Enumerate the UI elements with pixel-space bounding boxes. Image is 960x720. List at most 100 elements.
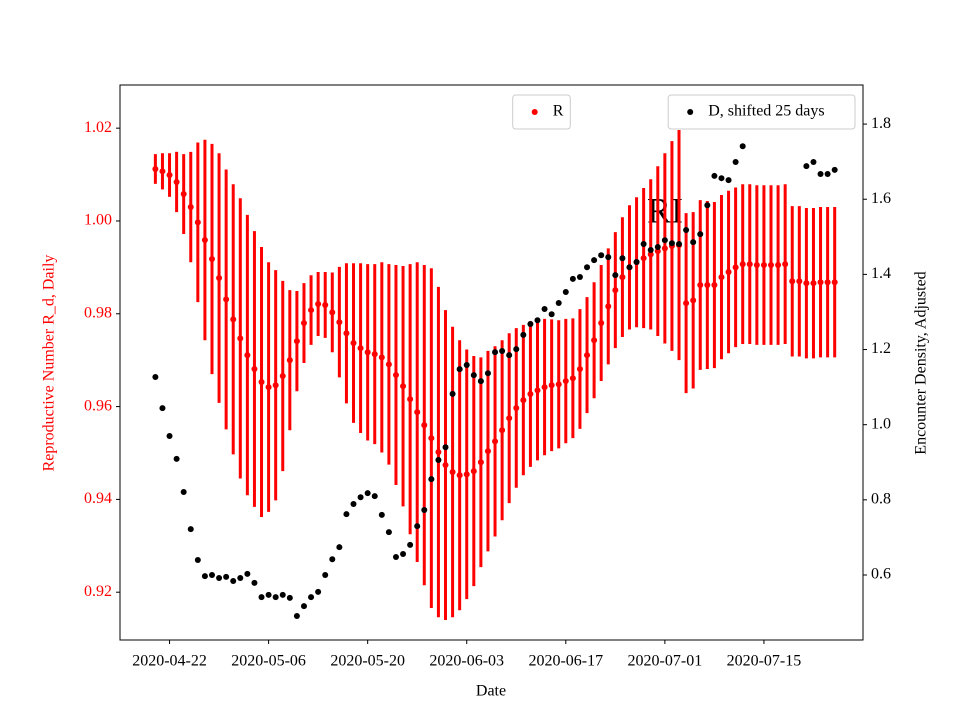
x-axis-label: Date xyxy=(476,683,506,700)
series-0 xyxy=(152,130,838,621)
point xyxy=(810,280,817,287)
point xyxy=(477,378,484,385)
point xyxy=(768,262,775,269)
point xyxy=(541,384,548,391)
point xyxy=(180,488,187,495)
point xyxy=(718,175,725,182)
point xyxy=(697,282,704,289)
point xyxy=(683,300,690,307)
point xyxy=(584,264,591,271)
point xyxy=(308,594,315,601)
point xyxy=(456,472,463,479)
point xyxy=(782,261,789,268)
point xyxy=(484,370,491,377)
point xyxy=(591,337,598,344)
point xyxy=(279,372,286,379)
point xyxy=(470,468,477,475)
point xyxy=(470,372,477,379)
point xyxy=(357,494,364,501)
point xyxy=(647,246,654,253)
point xyxy=(201,573,208,580)
point xyxy=(548,311,555,318)
point xyxy=(371,493,378,500)
point xyxy=(322,301,329,308)
point xyxy=(753,262,760,269)
point xyxy=(421,506,428,513)
y2-tick-label: 0.8 xyxy=(871,491,891,508)
point xyxy=(704,282,711,289)
point xyxy=(414,409,421,416)
point xyxy=(315,301,322,308)
point xyxy=(661,245,668,252)
point xyxy=(534,387,541,394)
point xyxy=(506,352,513,359)
point xyxy=(251,365,258,372)
y2-tick-label: 0.6 xyxy=(871,566,891,583)
point xyxy=(300,603,307,610)
point xyxy=(569,275,576,282)
point xyxy=(513,346,520,353)
point xyxy=(690,297,697,304)
x-tick-label: 2020-06-03 xyxy=(429,653,504,670)
point xyxy=(152,165,159,172)
point xyxy=(697,231,704,238)
point xyxy=(173,455,180,462)
point xyxy=(619,255,626,262)
point xyxy=(718,274,725,281)
point xyxy=(442,444,449,451)
point xyxy=(322,571,329,578)
point xyxy=(392,553,399,560)
point xyxy=(258,378,265,385)
point xyxy=(775,262,782,269)
point xyxy=(725,177,732,184)
point xyxy=(668,240,675,247)
y-tick-label: 0.92 xyxy=(84,583,112,600)
point xyxy=(732,159,739,166)
point xyxy=(527,391,534,398)
point xyxy=(187,204,194,211)
point xyxy=(463,471,470,478)
point xyxy=(598,252,605,259)
point xyxy=(428,476,435,483)
point xyxy=(817,279,824,286)
legend-marker xyxy=(531,109,538,115)
point xyxy=(569,375,576,382)
point xyxy=(152,373,159,380)
point xyxy=(230,316,237,323)
point xyxy=(230,578,237,585)
point xyxy=(286,594,293,601)
point xyxy=(598,320,605,327)
point xyxy=(272,382,279,389)
point xyxy=(414,523,421,530)
point xyxy=(619,274,626,281)
point xyxy=(704,202,711,209)
point xyxy=(223,573,230,580)
point xyxy=(803,163,810,170)
point xyxy=(591,257,598,264)
y2-tick-label: 1.0 xyxy=(871,415,891,432)
point xyxy=(562,378,569,385)
point xyxy=(824,279,831,286)
point xyxy=(343,511,350,518)
legend-marker xyxy=(687,109,694,115)
y-tick-label: 0.98 xyxy=(84,304,112,321)
point xyxy=(272,594,279,601)
point xyxy=(541,305,548,312)
point xyxy=(421,422,428,429)
point xyxy=(654,248,661,255)
point xyxy=(166,172,173,179)
point xyxy=(831,166,838,173)
point xyxy=(520,331,527,338)
point xyxy=(527,320,534,327)
point xyxy=(435,457,442,464)
point xyxy=(690,239,697,246)
point xyxy=(739,143,746,150)
point xyxy=(159,405,166,412)
point xyxy=(251,579,258,586)
point xyxy=(584,352,591,359)
point xyxy=(173,178,180,185)
point xyxy=(633,258,640,265)
point xyxy=(336,544,343,551)
x-tick-label: 2020-07-15 xyxy=(727,653,802,670)
point xyxy=(492,438,499,445)
